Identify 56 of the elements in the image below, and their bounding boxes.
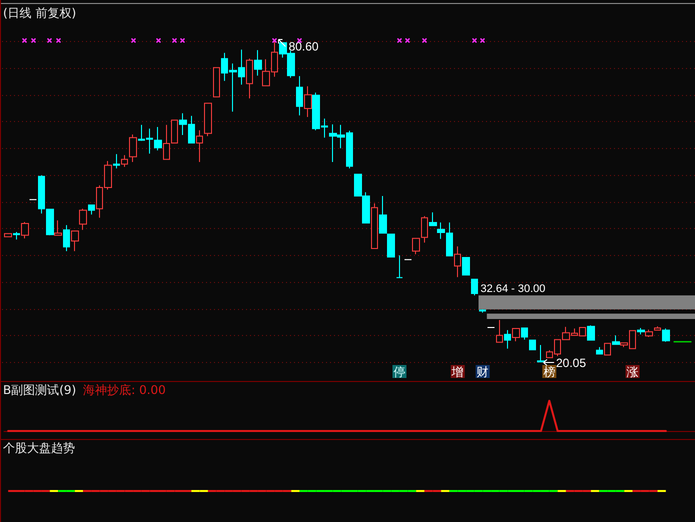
candlestick (596, 346, 603, 354)
candlestick (21, 221, 29, 239)
candlestick (4, 233, 12, 238)
chart-title: B副图测试(9) (3, 383, 76, 397)
candlestick (512, 328, 520, 342)
candlestick (71, 230, 79, 252)
x-tick-label: 榜 (543, 365, 556, 379)
annotation: 80.60 (288, 40, 319, 54)
band-label: 32.64 - 30.00 (480, 282, 546, 295)
candlestick (387, 234, 395, 258)
candlestick (604, 342, 611, 356)
x-tick-label: 涨 (626, 365, 639, 379)
annotation: 20.05 (556, 356, 586, 370)
chart-title: (日线 前复权) (3, 6, 76, 20)
candlestick (213, 67, 220, 98)
candlestick (254, 50, 262, 76)
candlestick (121, 154, 128, 168)
candlestick (662, 328, 670, 342)
candlestick (79, 208, 87, 230)
x-tick-label: 财 (476, 365, 489, 379)
candlestick (462, 256, 470, 276)
candlestick (521, 327, 528, 340)
text: 个股大盘趋势 (3, 441, 75, 455)
candlestick (421, 216, 428, 244)
candlestick (454, 246, 461, 278)
candlestick (304, 86, 312, 118)
candlestick (637, 327, 645, 335)
candlestick (612, 334, 620, 345)
candlestick (479, 308, 486, 314)
candlestick (429, 212, 437, 226)
candlestick (113, 154, 120, 169)
candlestick (246, 58, 253, 99)
candlestick (471, 278, 478, 296)
candlestick (396, 254, 403, 278)
candlestick (371, 202, 378, 249)
candlestick (496, 320, 503, 343)
x-tick-label: 停 (393, 365, 406, 379)
candlestick (654, 326, 661, 331)
text: 海神抄底: 0.00 (83, 383, 166, 397)
candlestick (13, 232, 20, 240)
candlestick (196, 130, 203, 163)
candlestick (645, 329, 653, 338)
candlestick (529, 340, 536, 350)
candlestick (154, 126, 162, 151)
candlestick (537, 344, 545, 363)
candlestick (129, 134, 137, 163)
candlestick (88, 204, 95, 216)
candlestick (379, 195, 387, 234)
candlestick (504, 330, 511, 350)
candlestick (412, 238, 420, 255)
candlestick (63, 224, 70, 252)
candlestick (587, 324, 595, 341)
candlestick (296, 76, 303, 116)
x-tick-label: 增 (450, 365, 464, 379)
candlestick (204, 102, 212, 137)
candlestick (54, 220, 62, 236)
